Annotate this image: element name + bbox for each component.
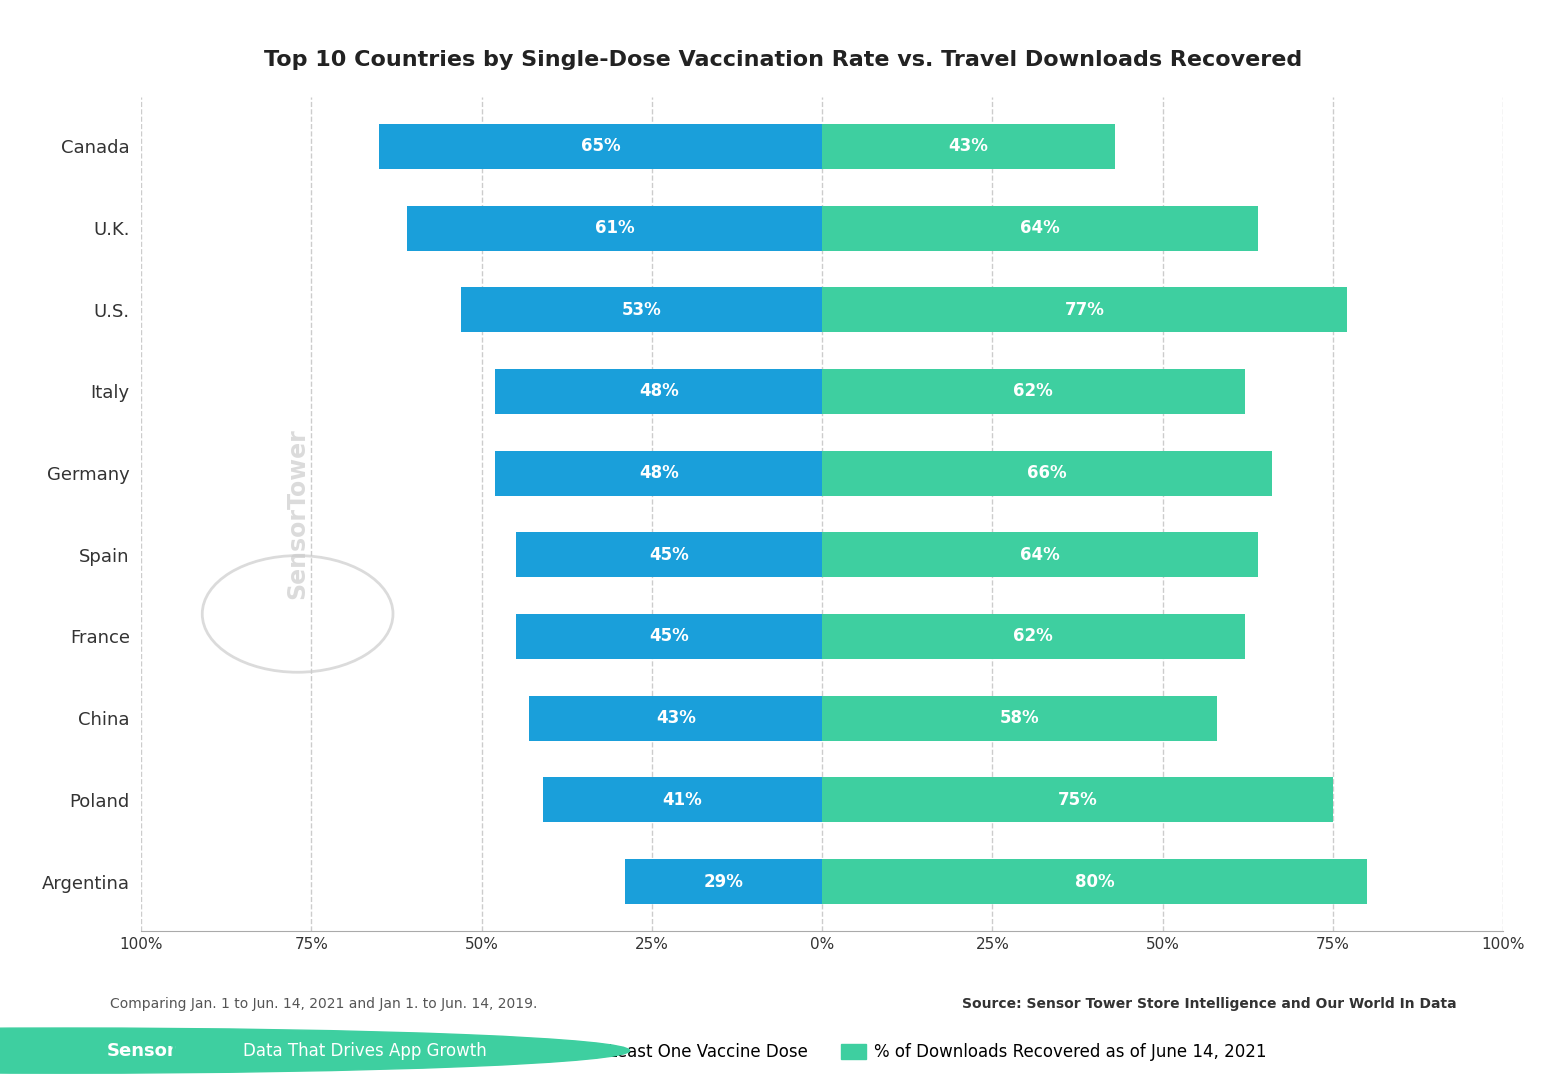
Text: Source: Sensor Tower Store Intelligence and Our World In Data: Source: Sensor Tower Store Intelligence … <box>962 998 1456 1011</box>
Text: 66%: 66% <box>1027 464 1066 483</box>
Text: Top 10 Countries by Single-Dose Vaccination Rate vs. Travel Downloads Recovered: Top 10 Countries by Single-Dose Vaccinat… <box>265 50 1301 69</box>
Text: 62%: 62% <box>1013 628 1054 646</box>
Bar <box>460 288 822 332</box>
Text: 64%: 64% <box>1021 219 1060 237</box>
Text: 65%: 65% <box>581 137 620 156</box>
Text: 29%: 29% <box>703 872 744 890</box>
Text: 48%: 48% <box>639 382 678 400</box>
Bar <box>407 206 822 251</box>
Bar <box>822 613 1245 659</box>
Bar <box>495 450 822 496</box>
Bar <box>515 532 822 578</box>
Text: Comparing Jan. 1 to Jun. 14, 2021 and Jan 1. to Jun. 14, 2019.: Comparing Jan. 1 to Jun. 14, 2021 and Ja… <box>110 998 537 1011</box>
Bar <box>529 696 822 740</box>
Bar <box>822 859 1367 903</box>
Bar <box>822 532 1257 578</box>
Bar <box>625 859 822 903</box>
Bar <box>822 696 1217 740</box>
Bar <box>822 450 1272 496</box>
Bar <box>379 124 822 169</box>
Bar <box>822 124 1115 169</box>
Bar <box>822 777 1333 822</box>
Text: Tower: Tower <box>168 1042 227 1059</box>
Text: 48%: 48% <box>639 464 678 483</box>
Bar <box>543 777 822 822</box>
Bar <box>495 369 822 414</box>
Text: 53%: 53% <box>622 301 661 319</box>
Legend: % of Population with at Least One Vaccine Dose, % of Downloads Recovered as of J: % of Population with at Least One Vaccin… <box>371 1037 1273 1068</box>
Text: 58%: 58% <box>999 709 1040 727</box>
Text: SensorTower: SensorTower <box>285 428 310 599</box>
Text: 43%: 43% <box>949 137 988 156</box>
Text: Data That Drives App Growth: Data That Drives App Growth <box>243 1042 487 1059</box>
Text: 41%: 41% <box>662 791 703 809</box>
Text: 80%: 80% <box>1074 872 1115 890</box>
Text: 45%: 45% <box>648 628 689 646</box>
Text: 61%: 61% <box>595 219 634 237</box>
Text: 77%: 77% <box>1065 301 1104 319</box>
Text: 64%: 64% <box>1021 545 1060 564</box>
Text: 62%: 62% <box>1013 382 1054 400</box>
Bar <box>822 206 1257 251</box>
Circle shape <box>0 1028 630 1073</box>
Text: Sensor: Sensor <box>106 1042 177 1059</box>
Bar <box>822 369 1245 414</box>
Bar <box>515 613 822 659</box>
Text: 75%: 75% <box>1057 791 1098 809</box>
Text: 45%: 45% <box>648 545 689 564</box>
Text: sensortower.com: sensortower.com <box>1464 1042 1566 1059</box>
Bar <box>822 288 1347 332</box>
Text: 43%: 43% <box>656 709 695 727</box>
